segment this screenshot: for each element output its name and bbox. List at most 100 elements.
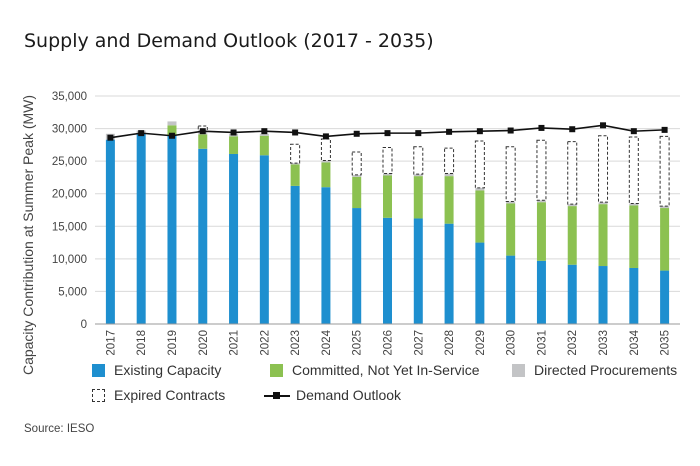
- x-tick-label: 2033: [598, 330, 610, 356]
- legend-swatch-existing: [92, 363, 105, 377]
- bar-expired-contracts: [444, 147, 455, 175]
- demand-outlook-point: [107, 134, 114, 141]
- bar-existing-capacity: [567, 264, 577, 324]
- x-tick-label: 2030: [506, 330, 518, 356]
- demand-outlook-point: [630, 128, 637, 135]
- x-tick-label: 2018: [136, 330, 148, 356]
- bar-directed-procurements: [475, 187, 485, 191]
- bar-existing-capacity: [136, 133, 146, 324]
- bar-existing-capacity: [259, 155, 269, 324]
- demand-line: [107, 122, 668, 141]
- chart-title: Supply and Demand Outlook (2017 - 2035): [24, 30, 434, 52]
- bar-committed: [475, 190, 485, 243]
- legend-swatch-demand-line: [264, 389, 290, 402]
- legend-item-committed: Committed, Not Yet In-Service: [270, 362, 480, 378]
- demand-outlook-point: [600, 122, 607, 129]
- legend-label: Existing Capacity: [114, 362, 222, 378]
- source-note: Source: IESO: [24, 423, 95, 435]
- x-tick-label: 2024: [321, 329, 333, 355]
- bar-expired-contracts: [628, 136, 639, 204]
- y-axis-ticks: 0 5,000 10,000 15,000 20,000 25,000 30,000 35,0…: [52, 91, 87, 331]
- bar-existing-capacity: [321, 187, 331, 324]
- bar-existing-capacity: [229, 153, 239, 324]
- x-tick-label: 2035: [660, 330, 672, 356]
- x-tick-label: 2019: [167, 330, 179, 356]
- x-tick-label: 2034: [629, 329, 641, 355]
- bar-existing-capacity: [352, 208, 362, 324]
- bar-committed: [506, 203, 516, 256]
- x-tick-label: 2032: [567, 330, 579, 356]
- bar-existing-capacity: [105, 139, 115, 324]
- demand-outlook-point: [569, 126, 576, 133]
- bar-existing-capacity: [290, 185, 300, 324]
- demand-outlook-point: [261, 128, 268, 135]
- x-tick-label: 2022: [259, 330, 271, 356]
- bar-committed: [321, 162, 331, 188]
- y-tick-label: 25,000: [52, 156, 87, 168]
- legend-label: Committed, Not Yet In-Service: [292, 362, 480, 378]
- bar-existing-capacity: [444, 223, 454, 324]
- bar-expired-contracts: [567, 141, 578, 205]
- x-tick-label: 2027: [413, 330, 425, 356]
- bar-committed: [198, 134, 208, 149]
- bar-existing-capacity: [506, 255, 516, 324]
- bar-existing-capacity: [383, 217, 392, 324]
- y-tick-label: 35,000: [52, 91, 87, 103]
- demand-outlook-point: [199, 128, 206, 135]
- x-tick-label: 2021: [229, 330, 241, 356]
- bar-expired-contracts: [320, 138, 331, 161]
- legend-label: Directed Procurements: [534, 362, 678, 378]
- legend-label: Demand Outlook: [296, 387, 402, 403]
- bar-existing-capacity: [475, 242, 485, 324]
- bar-committed: [629, 205, 639, 268]
- bar-committed: [259, 135, 269, 156]
- x-axis-ticks: 2017 2018 2019 2020 2021 2022 2023 2024 2025 2026…: [105, 329, 671, 355]
- bar-expired-contracts: [382, 146, 393, 175]
- bar-committed: [352, 176, 362, 209]
- demand-outlook-point: [230, 129, 237, 136]
- demand-outlook-point: [292, 129, 299, 136]
- demand-outlook-point: [446, 128, 453, 135]
- bar-directed-procurements: [444, 173, 454, 177]
- x-tick-label: 2031: [536, 330, 548, 356]
- bar-committed: [167, 125, 177, 136]
- x-tick-label: 2020: [198, 330, 210, 356]
- bar-expired-contracts: [474, 140, 485, 189]
- bar-directed-procurements: [506, 201, 516, 204]
- demand-outlook-point: [538, 124, 545, 131]
- demand-outlook-point: [168, 132, 175, 139]
- bar-committed: [598, 204, 608, 267]
- demand-outlook-point: [353, 130, 360, 137]
- demand-outlook-point: [476, 128, 483, 135]
- bar-expired-contracts: [351, 151, 362, 176]
- bar-directed-procurements: [259, 133, 269, 136]
- bar-directed-procurements: [598, 202, 608, 205]
- y-tick-label: 10,000: [52, 254, 87, 266]
- legend-item-expired-contracts: Expired Contracts: [92, 387, 225, 403]
- demand-outlook-point: [415, 130, 422, 137]
- x-tick-label: 2028: [444, 330, 456, 356]
- x-tick-label: 2029: [475, 330, 487, 356]
- y-tick-label: 20,000: [52, 189, 87, 201]
- bar-committed: [229, 136, 239, 154]
- bar-directed-procurements: [660, 206, 670, 209]
- bar-existing-capacity: [198, 148, 208, 324]
- legend-item-directed-procurements: Directed Procurements: [512, 362, 677, 378]
- bar-existing-capacity: [598, 266, 608, 324]
- legend-swatch-committed: [270, 363, 283, 377]
- bar-expired-contracts: [505, 146, 516, 203]
- demand-outlook-point: [661, 126, 668, 133]
- bar-committed: [567, 206, 577, 265]
- bar-existing-capacity: [629, 267, 639, 324]
- legend-item-existing-capacity: Existing Capacity: [92, 362, 221, 378]
- bar-directed-procurements: [413, 174, 423, 177]
- bar-committed: [444, 176, 454, 224]
- x-tick-label: 2023: [290, 330, 302, 356]
- bar-committed: [383, 175, 392, 218]
- y-tick-label: 0: [81, 319, 87, 331]
- bar-directed-procurements: [167, 121, 177, 126]
- bar-committed: [290, 164, 300, 186]
- x-tick-label: 2025: [352, 330, 364, 356]
- bar-expired-contracts: [413, 146, 424, 175]
